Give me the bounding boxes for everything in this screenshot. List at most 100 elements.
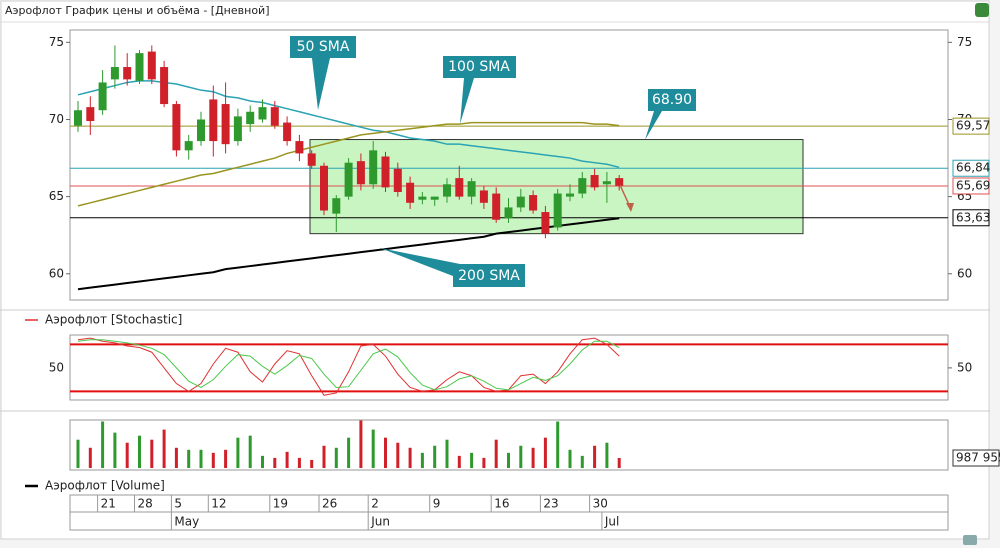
volume-bar bbox=[408, 447, 412, 468]
volume-bar bbox=[187, 449, 191, 468]
candle-body bbox=[393, 168, 402, 192]
status-icon bbox=[963, 535, 977, 545]
x-tick-label: 12 bbox=[211, 497, 226, 511]
x-tick-label: 19 bbox=[273, 497, 288, 511]
volume-bar bbox=[494, 439, 498, 468]
y-tick-label: 50 bbox=[49, 360, 64, 374]
volume-bar bbox=[322, 445, 326, 468]
volume-bar bbox=[297, 457, 301, 468]
candle-body bbox=[320, 165, 328, 211]
candle-body bbox=[123, 67, 132, 80]
candle-body bbox=[221, 104, 230, 145]
volume-bar bbox=[482, 457, 486, 468]
candle-body bbox=[479, 190, 488, 203]
candle-body bbox=[455, 178, 464, 197]
candle-body bbox=[160, 67, 169, 105]
trend-arrow-head bbox=[626, 203, 634, 212]
price-label-box bbox=[952, 177, 990, 195]
ma-line bbox=[77, 80, 620, 169]
window-icon[interactable] bbox=[975, 3, 989, 17]
volume-bar bbox=[248, 435, 252, 468]
price-label-box bbox=[952, 117, 990, 135]
price-label-box bbox=[952, 209, 990, 227]
y-tick-label: 65 bbox=[49, 189, 64, 203]
x-tick-label: 26 bbox=[322, 497, 337, 511]
candle-body bbox=[356, 161, 365, 185]
volume-bar bbox=[113, 432, 117, 468]
x-tick-label: 9 bbox=[433, 497, 441, 511]
candle-body bbox=[74, 110, 82, 126]
callout-text: 50 SMA bbox=[297, 39, 350, 55]
volume-bar bbox=[261, 455, 264, 468]
candle-body bbox=[98, 82, 107, 111]
legend-label: Аэрофлот [Volume] bbox=[45, 479, 165, 493]
candle-body bbox=[553, 193, 562, 228]
candle-body bbox=[615, 178, 624, 186]
x-tick-label: 23 bbox=[543, 497, 558, 511]
price-label-box bbox=[952, 159, 990, 177]
volume-bar bbox=[162, 429, 166, 468]
value-label-box bbox=[952, 449, 1000, 467]
volume-bar bbox=[371, 429, 375, 468]
volume-bar bbox=[359, 420, 363, 468]
x-tick-label: 5 bbox=[174, 497, 182, 511]
volume-bar bbox=[236, 437, 240, 468]
candle-body bbox=[332, 198, 341, 214]
volume-bar bbox=[88, 447, 92, 468]
callout bbox=[290, 36, 356, 110]
volume-bar bbox=[445, 439, 449, 468]
price-label: 69,57 bbox=[956, 119, 990, 133]
y-tick-label: 75 bbox=[49, 35, 64, 49]
window-title: Аэрофлот График цены и объёма - [Дневной… bbox=[5, 4, 270, 17]
volume-bar bbox=[396, 442, 400, 468]
volume-bar bbox=[347, 437, 351, 468]
candle-body bbox=[135, 53, 144, 81]
volume-bar bbox=[617, 458, 621, 468]
candle-body bbox=[295, 141, 304, 154]
volume-bar bbox=[593, 445, 597, 468]
ma-line bbox=[77, 217, 620, 291]
callout-text: 200 SMA bbox=[458, 268, 520, 284]
volume-bar bbox=[101, 421, 105, 468]
volume-bar bbox=[543, 437, 547, 468]
volume-bar bbox=[310, 459, 314, 468]
y-tick-label: 60 bbox=[49, 266, 64, 280]
volume-bar bbox=[150, 439, 154, 468]
candle-body bbox=[233, 116, 242, 142]
volume-bar bbox=[507, 452, 510, 468]
candle-body bbox=[283, 122, 292, 142]
price-label: 65,69 bbox=[956, 178, 990, 192]
volume-bar bbox=[384, 437, 387, 468]
candle-body bbox=[381, 156, 390, 188]
y-tick-label: 60 bbox=[957, 266, 972, 280]
candle-body bbox=[184, 141, 193, 151]
volume-bar bbox=[556, 421, 560, 468]
volume-bar bbox=[125, 442, 129, 468]
volume-bar bbox=[580, 455, 584, 468]
candle-body bbox=[467, 181, 476, 197]
candle-body bbox=[344, 162, 353, 197]
plot-layer: 606065657070757569,5766,8465,6963,632128… bbox=[49, 35, 1000, 530]
volume-bar bbox=[519, 445, 523, 468]
candle-body bbox=[516, 196, 525, 208]
candle-body bbox=[197, 119, 205, 142]
candle-body bbox=[270, 107, 279, 126]
candle-body bbox=[430, 196, 439, 200]
candle-body bbox=[172, 104, 181, 151]
volume-bar bbox=[470, 452, 474, 468]
candle-body bbox=[258, 107, 267, 120]
candle-body bbox=[369, 150, 378, 185]
month-label: Jun bbox=[370, 515, 390, 529]
candle-body bbox=[443, 184, 451, 197]
volume-bar bbox=[433, 445, 437, 468]
x-tick-label: 2 bbox=[371, 497, 379, 511]
volume-bar bbox=[605, 442, 609, 468]
callout bbox=[443, 56, 516, 124]
callout bbox=[645, 89, 696, 140]
callouts: 50 SMA 100 SMA 68.90 200 SMA bbox=[290, 36, 696, 287]
volume-bar bbox=[568, 449, 572, 468]
candle-body bbox=[406, 182, 415, 203]
x-tick-label: 16 bbox=[494, 497, 509, 511]
candle-body bbox=[246, 111, 255, 125]
